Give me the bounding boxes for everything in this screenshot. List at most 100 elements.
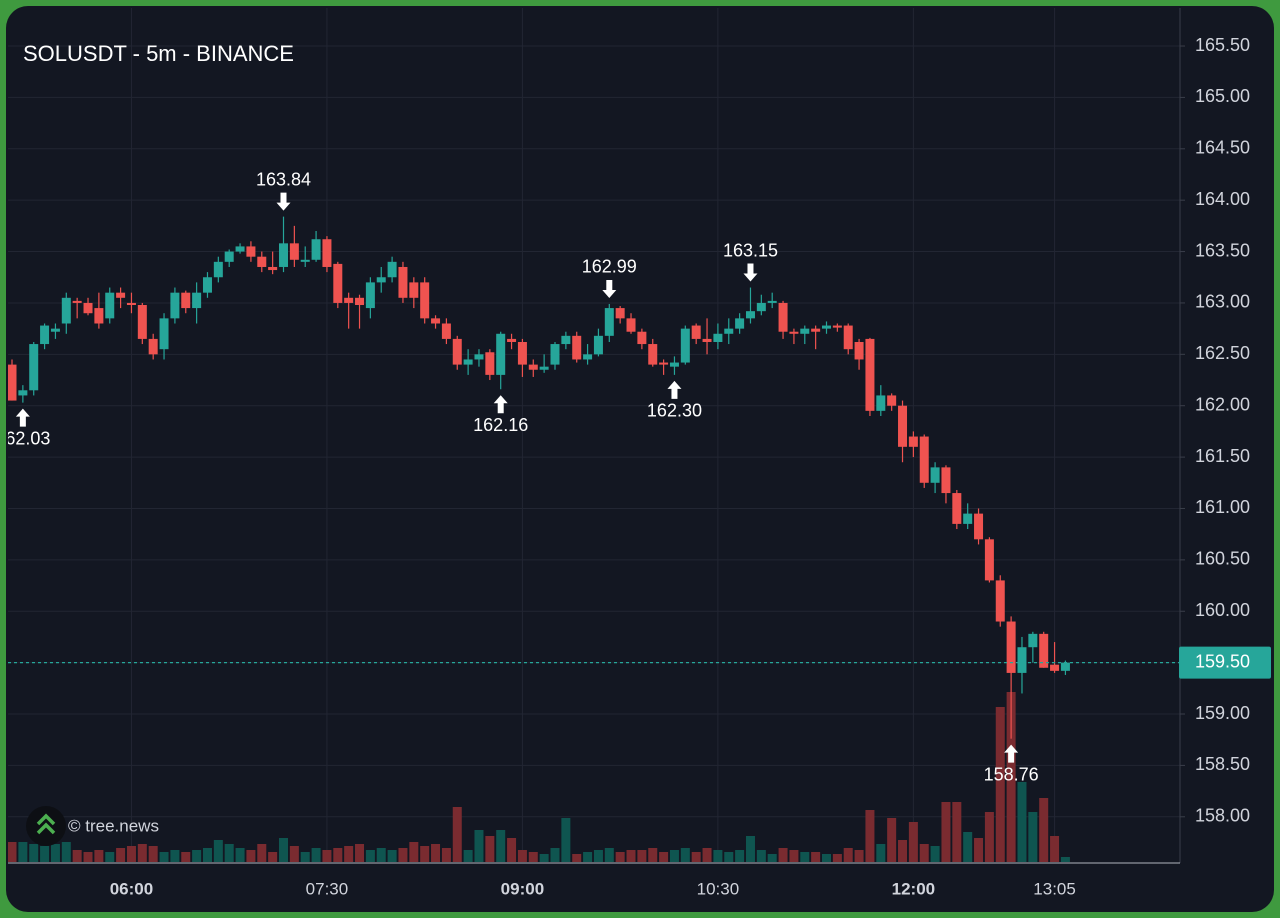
volume-bar — [94, 850, 104, 862]
volume-bar — [691, 852, 701, 862]
candle-body — [756, 302, 766, 312]
y-tick-label: 162.50 — [1195, 343, 1250, 363]
y-tick-label: 164.50 — [1195, 138, 1250, 158]
volume-bar — [735, 850, 745, 862]
candle-body — [420, 282, 430, 319]
volume-bar — [333, 848, 343, 862]
candle-body — [691, 325, 701, 339]
candle-body — [29, 344, 39, 391]
candle-body — [811, 328, 821, 332]
y-tick-label: 159.00 — [1195, 703, 1250, 723]
volume-bar — [659, 852, 669, 862]
volume-bar — [626, 850, 636, 862]
volume-bar — [637, 850, 647, 862]
volume-bar — [583, 852, 593, 862]
candle-body — [854, 341, 864, 360]
volume-bar — [919, 844, 929, 862]
volume-bar — [496, 830, 506, 862]
volume-bar — [181, 852, 191, 862]
volume-bar — [1017, 782, 1027, 862]
candle-body — [344, 297, 354, 303]
volume-bar — [485, 836, 495, 862]
candle-body — [583, 354, 593, 360]
candle-body — [550, 344, 560, 365]
candle-body — [843, 325, 853, 350]
price-label: 159.50 — [1195, 651, 1250, 671]
volume-bar — [669, 850, 679, 862]
marker-arrow — [1004, 744, 1019, 763]
candle-body — [409, 282, 419, 298]
marker-label: 162.30 — [647, 401, 702, 421]
candle-body — [463, 359, 473, 365]
volume-bar — [257, 844, 267, 862]
volume-bar — [72, 850, 82, 862]
volume-bar — [963, 832, 973, 862]
candle-body — [496, 333, 506, 375]
volume-bar — [843, 848, 853, 862]
volume-bar — [452, 807, 462, 862]
candle-body — [919, 436, 929, 483]
volume-bar — [680, 848, 690, 862]
volume-bar — [811, 852, 821, 862]
candle-body — [452, 338, 462, 365]
candle-body — [398, 266, 408, 298]
candle-body — [517, 341, 527, 365]
volume-bar — [604, 848, 614, 862]
candle-body — [659, 362, 669, 365]
volume-bar — [648, 848, 658, 862]
candle-body — [648, 344, 658, 365]
y-tick-label: 163.50 — [1195, 240, 1250, 260]
x-tick-label: 09:00 — [501, 879, 544, 898]
volume-bar — [235, 848, 245, 862]
candle-body — [181, 292, 191, 309]
candle-body — [528, 364, 538, 370]
volume-bar — [550, 848, 560, 862]
x-tick-label: 06:00 — [110, 879, 153, 898]
volume-bar — [561, 818, 571, 862]
volume-bar — [1006, 692, 1016, 862]
marker-label: 162.99 — [582, 257, 637, 277]
volume-bar — [832, 854, 842, 862]
candle-body — [137, 304, 147, 339]
volume-bar — [409, 842, 419, 862]
y-tick-label: 158.50 — [1195, 754, 1250, 774]
marker-arrow — [15, 408, 30, 427]
y-tick-label: 164.00 — [1195, 189, 1250, 209]
volume-bar — [778, 848, 788, 862]
candle-body — [507, 338, 517, 342]
candle-body — [1006, 621, 1016, 673]
volume-bar — [822, 854, 831, 862]
volume-bar — [800, 852, 810, 862]
volume-bar — [40, 846, 50, 862]
candle-body — [789, 331, 799, 334]
candle-body — [94, 308, 104, 324]
candle-body — [235, 246, 245, 252]
candle-body — [561, 335, 571, 345]
candle-body — [387, 261, 397, 278]
x-tick-label: 12:00 — [892, 879, 935, 898]
volume-bar — [463, 850, 473, 862]
candle-body — [365, 282, 375, 309]
volume-bar — [767, 854, 777, 862]
volume-bar — [29, 844, 39, 862]
volume-bar — [246, 850, 256, 862]
volume-bar — [322, 850, 332, 862]
candle-body — [572, 335, 582, 360]
candle-body — [930, 467, 940, 483]
y-tick-label: 160.00 — [1195, 600, 1250, 620]
logo — [26, 806, 66, 846]
candle-body — [105, 292, 115, 319]
volume-bar — [202, 848, 212, 862]
volume-bar — [1028, 812, 1038, 862]
y-tick-label: 163.00 — [1195, 292, 1250, 312]
candle-body — [72, 300, 82, 303]
volume-bar — [126, 846, 136, 862]
candle-body — [832, 325, 842, 328]
candle-body — [213, 261, 223, 278]
volume-bar — [311, 848, 321, 862]
volume-bar — [431, 844, 441, 862]
volume-bar — [170, 850, 180, 862]
candle-body — [322, 239, 332, 267]
